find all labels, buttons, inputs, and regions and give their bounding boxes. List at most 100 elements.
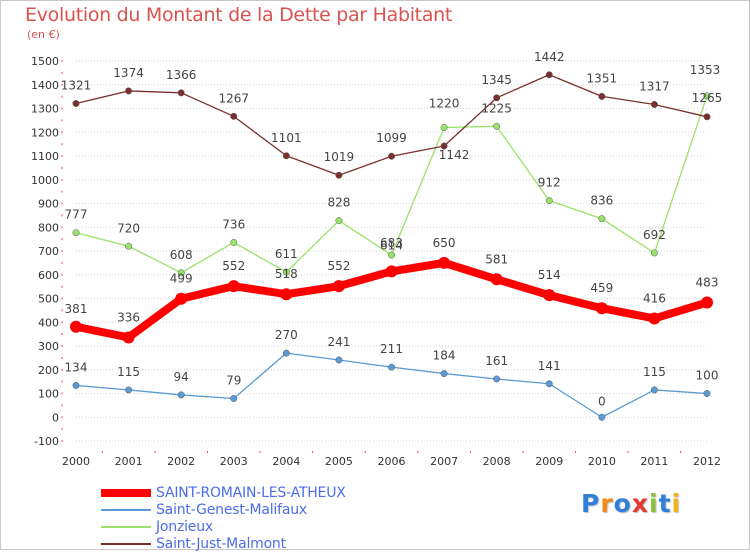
data-label: 141 (538, 359, 561, 373)
logo-letter: x (631, 489, 649, 518)
legend-label: Saint-Genest-Malifaux (156, 502, 307, 518)
data-point (282, 152, 290, 160)
x-tick-label: 2008 (483, 455, 511, 468)
data-label: 1142 (439, 148, 470, 162)
data-point (545, 71, 553, 79)
y-tick-label: 700 (38, 245, 59, 258)
data-label: 777 (65, 208, 88, 222)
chart-unit: (en €) (27, 28, 60, 41)
data-point (230, 395, 238, 402)
y-tick-label: 1000 (31, 174, 59, 187)
data-label: 518 (275, 267, 298, 281)
data-point (332, 280, 345, 293)
data-point (650, 386, 658, 394)
data-point (543, 289, 556, 302)
x-tick-label: 2007 (430, 455, 458, 468)
legend-label: SAINT-ROMAIN-LES-ATHEUX (156, 485, 346, 501)
y-tick-label: 400 (38, 316, 59, 329)
data-label: 0 (598, 394, 606, 408)
y-tick-label: 600 (38, 269, 59, 282)
data-point (388, 363, 395, 371)
data-point (175, 292, 188, 305)
logo-letter: i (649, 489, 659, 518)
x-tick-label: 2010 (588, 455, 616, 468)
legend-swatch (101, 526, 151, 528)
data-label: 1265 (692, 91, 723, 105)
y-tick-label: 500 (38, 293, 59, 306)
data-label: 1353 (690, 63, 721, 77)
data-label: 1345 (481, 73, 512, 87)
logo-letter: r (600, 489, 614, 518)
data-label: 270 (275, 328, 298, 342)
data-point (595, 302, 608, 315)
data-label: 184 (433, 349, 456, 363)
data-label: 611 (275, 247, 298, 261)
x-tick-label: 2000 (62, 455, 90, 468)
data-label: 499 (170, 272, 193, 286)
data-point (72, 100, 80, 107)
data-label: 1220 (429, 97, 460, 111)
data-label: 1225 (481, 101, 512, 115)
data-label: 1366 (166, 68, 197, 82)
data-label: 100 (696, 369, 719, 383)
data-label: 552 (222, 259, 245, 273)
chart-title: Evolution du Montant de la Dette par Hab… (25, 4, 453, 26)
data-point (125, 242, 133, 250)
data-label: 552 (327, 259, 350, 273)
data-label: 381 (65, 302, 88, 316)
logo-letter: P (581, 489, 601, 518)
data-label: 1267 (218, 91, 249, 105)
legend-swatch (101, 489, 151, 497)
data-label: 211 (380, 342, 403, 356)
data-label: 1317 (639, 79, 670, 93)
data-label: 115 (117, 365, 140, 379)
data-point (280, 288, 293, 301)
y-tick-label: 1100 (31, 150, 59, 163)
data-point (388, 152, 395, 160)
data-point (490, 273, 503, 286)
data-label: 614 (380, 238, 403, 252)
logo-letter: i (671, 489, 682, 518)
data-point (493, 94, 501, 102)
data-point (177, 89, 185, 97)
data-label: 912 (538, 176, 561, 190)
data-point (72, 229, 80, 237)
data-label: 1321 (61, 79, 92, 93)
data-point (650, 101, 658, 108)
data-label: 1442 (534, 50, 565, 64)
data-point (388, 251, 395, 259)
legend-label: Saint-Just-Malmont (156, 536, 286, 552)
data-point (227, 280, 240, 293)
x-tick-label: 2009 (535, 455, 563, 468)
data-point (438, 256, 451, 269)
x-tick-label: 2005 (325, 455, 353, 468)
data-label: 828 (327, 196, 350, 210)
data-point (230, 112, 238, 120)
y-tick-label: 100 (38, 388, 59, 401)
data-point (125, 87, 133, 95)
y-tick-label: 1400 (31, 79, 59, 92)
data-point (545, 197, 553, 205)
data-label: 115 (643, 365, 666, 379)
y-tick-label: 200 (38, 364, 59, 377)
x-tick-label: 2012 (693, 455, 721, 468)
data-label: 720 (117, 221, 140, 235)
data-point (493, 375, 501, 383)
data-point (440, 124, 448, 131)
data-label: 241 (327, 335, 350, 349)
legend-label: Jonzieux (156, 519, 213, 535)
data-label: 336 (117, 310, 140, 324)
data-label: 650 (433, 236, 456, 250)
data-label: 161 (485, 354, 508, 368)
data-point (177, 269, 185, 277)
data-label: 1374 (113, 66, 144, 80)
x-tick-label: 2011 (640, 455, 668, 468)
logo-letter: o (613, 489, 632, 518)
data-point (648, 312, 661, 325)
series-line (75, 352, 708, 418)
data-label: 459 (590, 281, 613, 295)
data-point (125, 386, 133, 394)
y-tick-label: 1500 (31, 55, 59, 68)
